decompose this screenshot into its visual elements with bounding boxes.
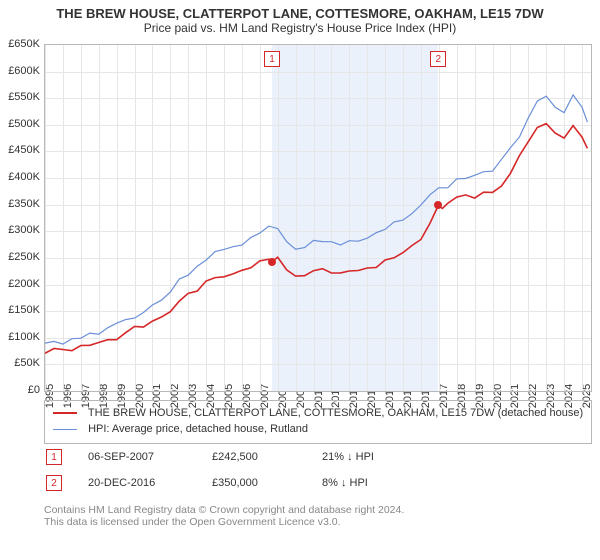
y-tick-label: £650K — [0, 38, 40, 50]
table-row: 2 20-DEC-2016 £350,000 8% ↓ HPI — [44, 470, 592, 496]
series-hpi — [45, 95, 587, 344]
attribution: Contains HM Land Registry data © Crown c… — [44, 504, 592, 528]
legend-swatch-1 — [53, 412, 77, 414]
legend-label-1: THE BREW HOUSE, CLATTERPOT LANE, COTTESM… — [88, 407, 583, 419]
legend-row-2: HPI: Average price, detached house, Rutl… — [53, 421, 583, 437]
y-tick-label: £600K — [0, 65, 40, 77]
chart-title: THE BREW HOUSE, CLATTERPOT LANE, COTTESM… — [0, 0, 600, 21]
transaction-table: 1 06-SEP-2007 £242,500 21% ↓ HPI 2 20-DE… — [44, 444, 592, 496]
y-tick-label: £400K — [0, 171, 40, 183]
row-marker-2: 2 — [46, 475, 62, 491]
y-tick-label: £150K — [0, 304, 40, 316]
series-subject — [45, 124, 587, 354]
row-delta: 8% ↓ HPI — [322, 477, 368, 489]
row-price: £242,500 — [212, 451, 322, 463]
chart-container: THE BREW HOUSE, CLATTERPOT LANE, COTTESM… — [0, 0, 600, 560]
row-price: £350,000 — [212, 477, 322, 489]
data-point-dot — [434, 201, 442, 209]
chart-marker-1: 1 — [264, 51, 280, 67]
table-row: 1 06-SEP-2007 £242,500 21% ↓ HPI — [44, 444, 592, 470]
legend-label-2: HPI: Average price, detached house, Rutl… — [88, 423, 308, 435]
row-date: 06-SEP-2007 — [62, 451, 212, 463]
y-tick-label: £50K — [0, 357, 40, 369]
plot-area: 12 — [44, 44, 592, 392]
y-tick-label: £550K — [0, 91, 40, 103]
line-series-svg — [45, 45, 591, 391]
row-date: 20-DEC-2016 — [62, 477, 212, 489]
legend: THE BREW HOUSE, CLATTERPOT LANE, COTTESM… — [44, 400, 592, 444]
y-tick-label: £100K — [0, 331, 40, 343]
y-tick-label: £0 — [0, 384, 40, 396]
y-tick-label: £200K — [0, 278, 40, 290]
row-marker-1: 1 — [46, 449, 62, 465]
y-tick-label: £350K — [0, 198, 40, 210]
legend-row-1: THE BREW HOUSE, CLATTERPOT LANE, COTTESM… — [53, 405, 583, 421]
y-tick-label: £300K — [0, 224, 40, 236]
y-tick-label: £250K — [0, 251, 40, 263]
data-point-dot — [268, 258, 276, 266]
attribution-line-1: Contains HM Land Registry data © Crown c… — [44, 504, 592, 516]
y-tick-label: £500K — [0, 118, 40, 130]
row-delta: 21% ↓ HPI — [322, 451, 374, 463]
chart-subtitle: Price paid vs. HM Land Registry's House … — [0, 21, 600, 39]
y-tick-label: £450K — [0, 144, 40, 156]
attribution-line-2: This data is licensed under the Open Gov… — [44, 516, 592, 528]
legend-swatch-2 — [53, 429, 77, 430]
chart-marker-2: 2 — [430, 51, 446, 67]
